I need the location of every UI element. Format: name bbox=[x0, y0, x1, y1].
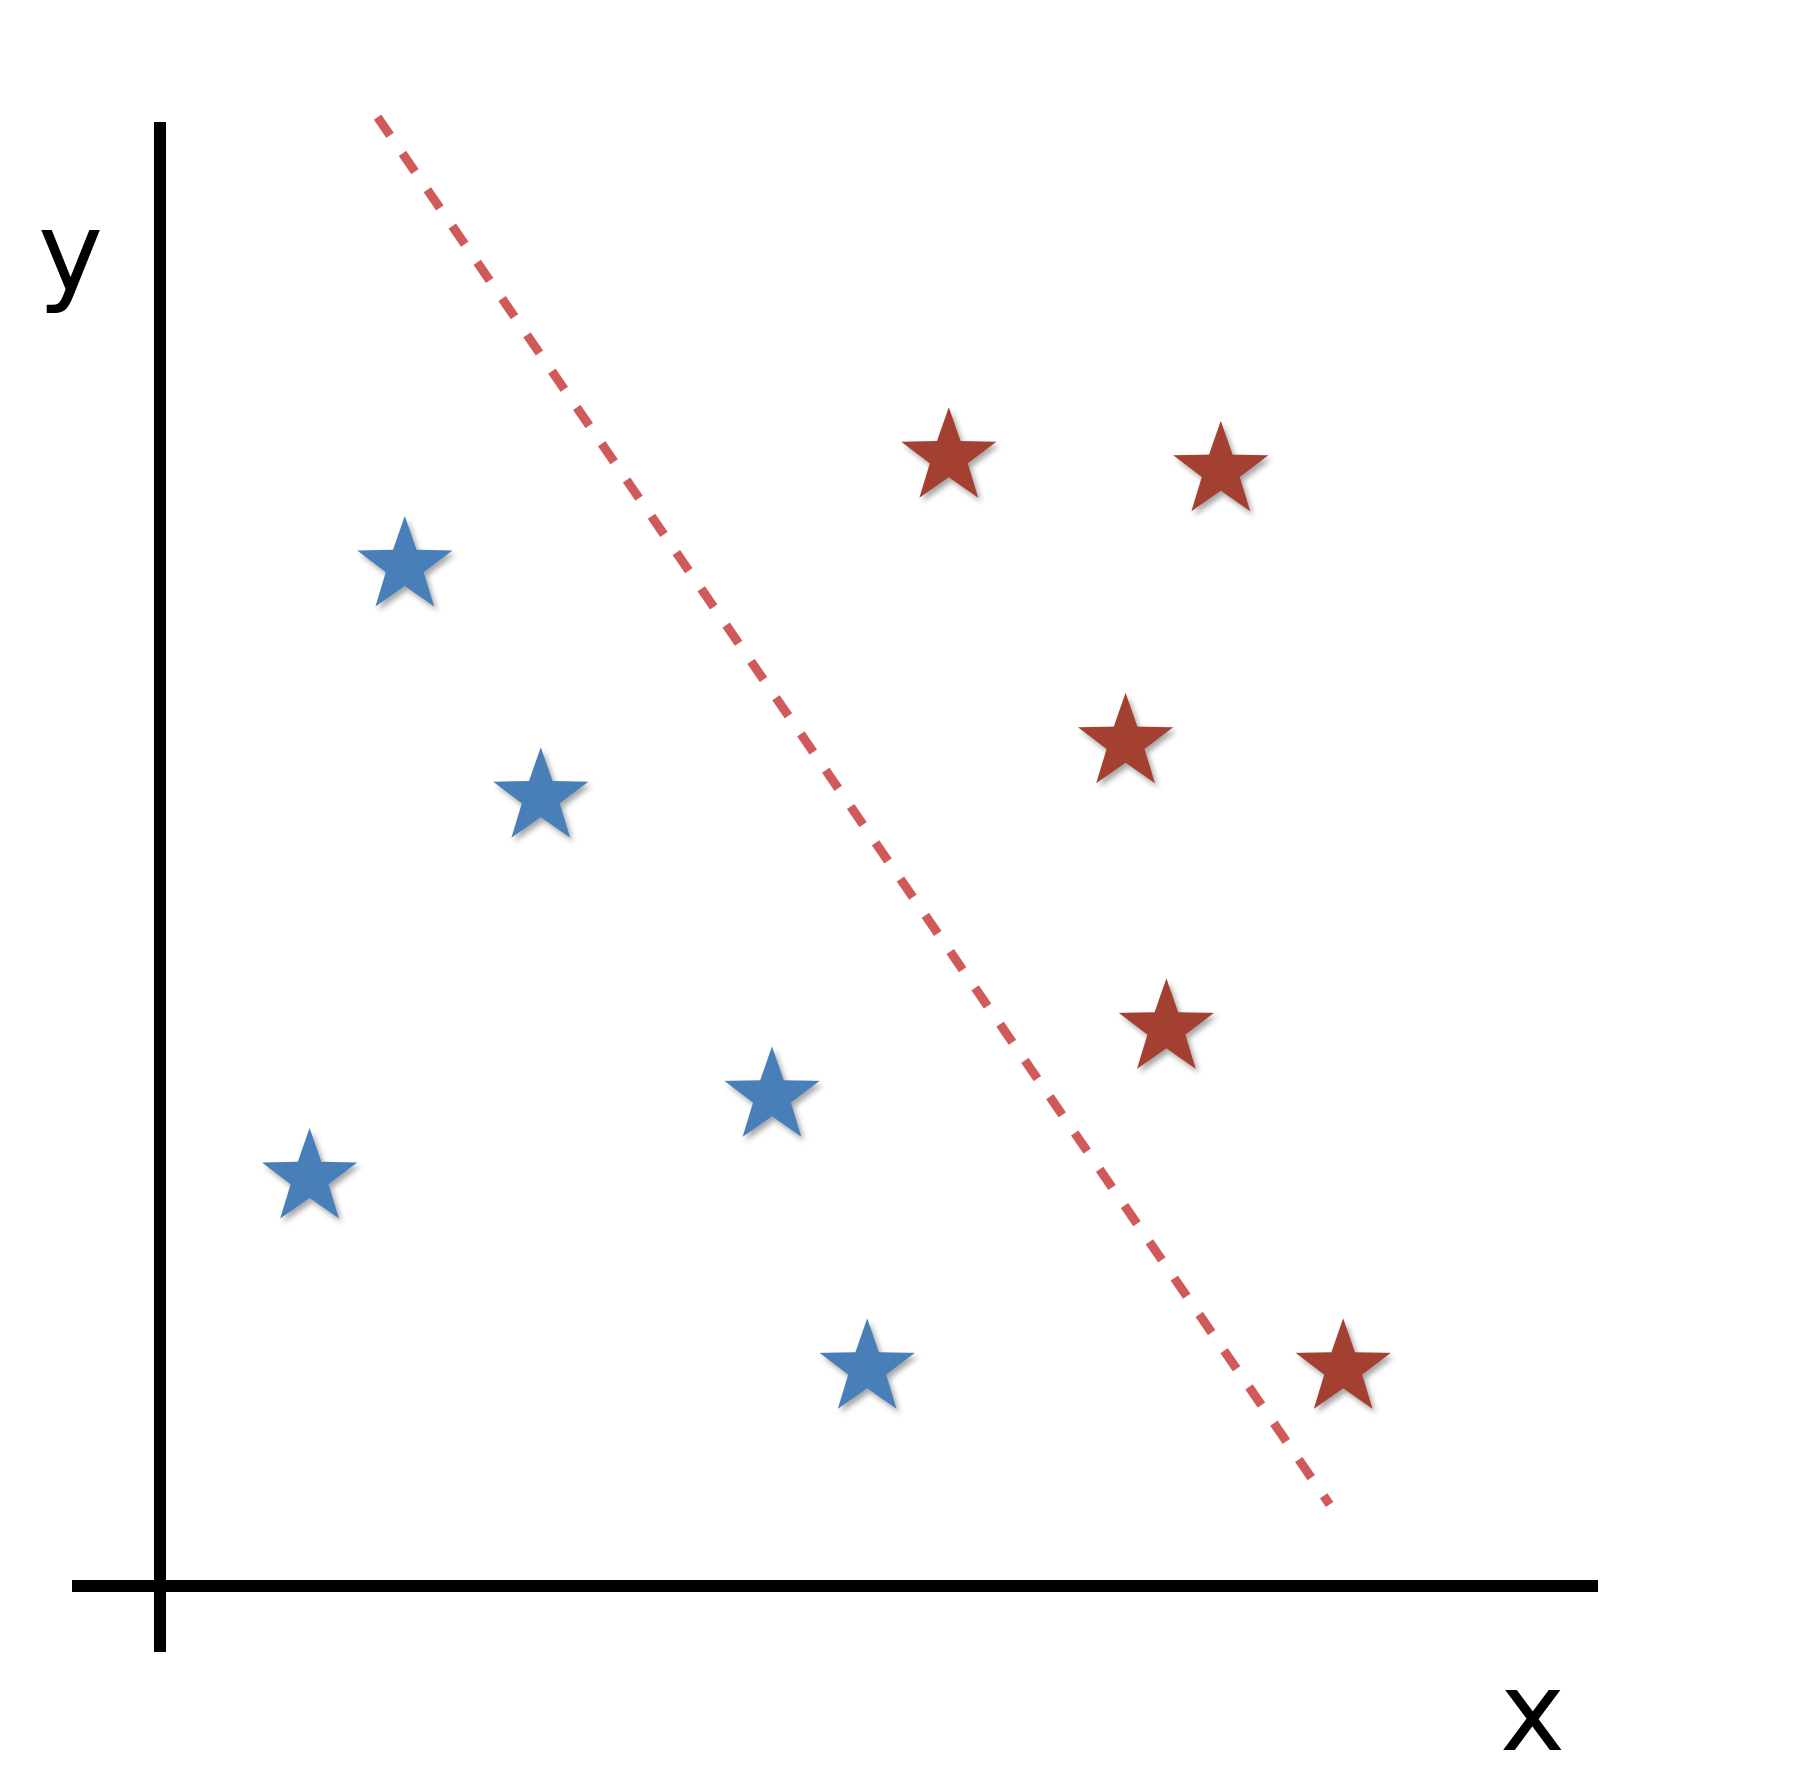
series-1-star-point-4 bbox=[724, 1046, 820, 1137]
series-2 bbox=[901, 407, 1391, 1409]
series-1 bbox=[262, 516, 915, 1409]
series-2-star-point-4 bbox=[1118, 978, 1214, 1069]
data-points-layer bbox=[262, 407, 1391, 1409]
series-2-star-point-1 bbox=[901, 407, 997, 498]
decision-boundary-layer bbox=[373, 114, 1334, 1507]
series-2-star-point-2 bbox=[1173, 420, 1269, 512]
series-1-star-point-2 bbox=[493, 747, 589, 838]
series-2-star-point-3 bbox=[1078, 692, 1174, 784]
series-1-star-point-5 bbox=[819, 1318, 915, 1409]
x-axis-label: x bbox=[1500, 1648, 1565, 1776]
series-2-star-point-5 bbox=[1295, 1318, 1391, 1409]
axes bbox=[72, 122, 1598, 1652]
series-1-star-point-1 bbox=[357, 516, 453, 607]
decision-boundary-line bbox=[373, 114, 1334, 1507]
y-axis-label: y bbox=[38, 188, 103, 316]
series-1-star-point-3 bbox=[262, 1128, 358, 1219]
